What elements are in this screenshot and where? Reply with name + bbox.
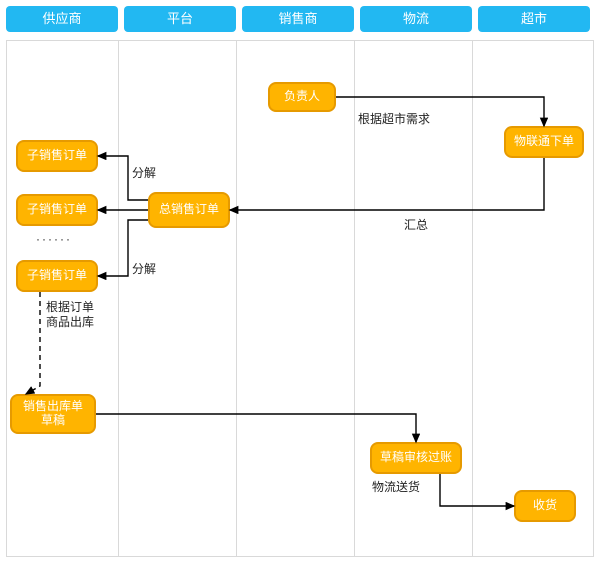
lane-header-platform: 平台 (124, 6, 236, 32)
node-sub3: 子销售订单 (16, 260, 98, 292)
node-owner: 负责人 (268, 82, 336, 112)
node-sub1: 子销售订单 (16, 140, 98, 172)
label-lbl_split1: 分解 (132, 166, 156, 181)
lane-header-distributor: 销售商 (242, 6, 354, 32)
label-lbl_summary: 汇总 (404, 218, 428, 233)
lane-header-market: 超市 (478, 6, 590, 32)
node-audit: 草稿审核过账 (370, 442, 462, 474)
node-receive: 收货 (514, 490, 576, 522)
lane-divider-3 (354, 40, 355, 557)
label-lbl_ship: 物流送货 (372, 480, 420, 495)
lane-divider-2 (236, 40, 237, 557)
ellipsis-dots: ······ (36, 232, 72, 246)
diagram-outer-border (6, 40, 594, 557)
node-sub2: 子销售订单 (16, 194, 98, 226)
node-total_order: 总销售订单 (148, 192, 230, 228)
label-lbl_split2: 分解 (132, 262, 156, 277)
label-lbl_demand: 根据超市需求 (358, 112, 430, 127)
lane-header-logistics: 物流 (360, 6, 472, 32)
node-draft: 销售出库单草稿 (10, 394, 96, 434)
node-iot_order: 物联通下单 (504, 126, 584, 158)
lane-header-supplier: 供应商 (6, 6, 118, 32)
lane-divider-4 (472, 40, 473, 557)
label-lbl_outstock: 根据订单 商品出库 (46, 300, 94, 330)
swimlane-diagram: 供应商平台销售商物流超市负责人物联通下单总销售订单子销售订单子销售订单子销售订单… (0, 0, 600, 563)
lane-divider-1 (118, 40, 119, 557)
